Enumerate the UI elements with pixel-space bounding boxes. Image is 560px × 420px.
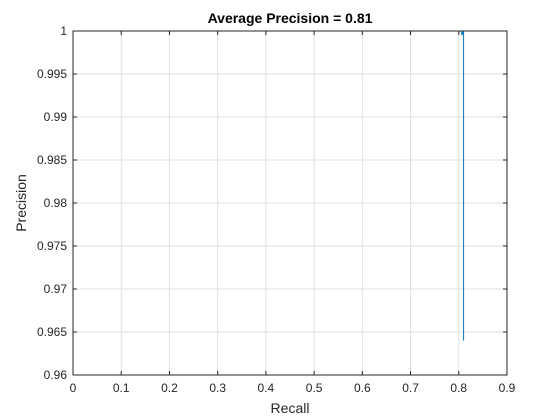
y-tick-label: 1 [60,24,67,38]
x-tick-label: 0.3 [209,381,226,395]
x-tick-label: 0.5 [306,381,323,395]
chart-title: Average Precision = 0.81 [208,10,373,26]
x-tick-label: 0.1 [113,381,130,395]
x-tick-label: 0.8 [450,381,467,395]
x-tick-label: 0.4 [258,381,275,395]
x-tick-label: 0.9 [499,381,516,395]
x-tick-label: 0.6 [354,381,371,395]
x-tick-label: 0 [70,381,77,395]
y-tick-label: 0.995 [37,67,67,81]
x-axis-ticks: 0 0.1 0.2 0.3 0.4 0.5 0.6 0.7 0.8 0.9 [70,31,516,395]
y-tick-label: 0.96 [44,368,68,382]
x-tick-label: 0.2 [161,381,178,395]
y-tick-label: 0.985 [37,153,67,167]
y-tick-label: 0.97 [44,282,68,296]
x-axis-label: Recall [271,400,310,416]
y-tick-label: 0.99 [44,110,68,124]
y-axis-ticks: 0.96 0.965 0.97 0.975 0.98 0.985 0.99 0.995 1 [37,24,507,382]
y-tick-label: 0.975 [37,239,67,253]
x-tick-label: 0.7 [402,381,419,395]
y-axis-label: Precision [13,174,29,232]
y-tick-label: 0.98 [44,196,68,210]
y-tick-label: 0.965 [37,325,67,339]
